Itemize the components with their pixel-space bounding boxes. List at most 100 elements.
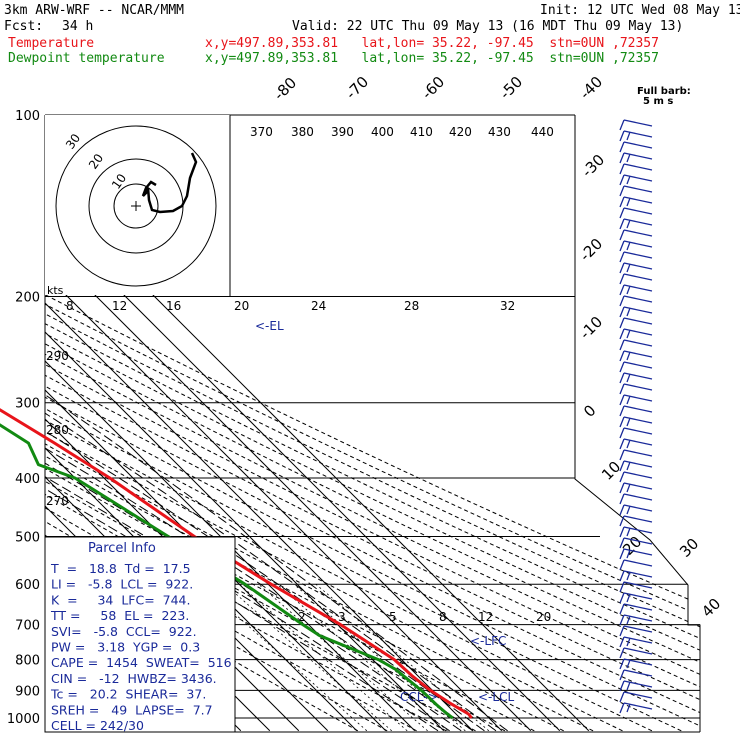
parcel-info-row: LI = -5.8 LCL = 922. — [51, 577, 193, 592]
wind-barb — [623, 526, 653, 534]
hodograph-ring — [113, 183, 159, 229]
dry-adiabat — [45, 115, 700, 732]
valid-time: Valid: 22 UTC Thu 09 May 13 (16 MDT Thu … — [292, 19, 684, 34]
wind-barb — [623, 438, 653, 446]
mixing-ratio-line — [276, 583, 448, 732]
wind-speed-label: 32 — [500, 299, 515, 313]
isotherm-label: -60 — [418, 73, 448, 103]
isotherm-label: -10 — [576, 313, 606, 343]
mixing-ratio-line — [201, 583, 368, 732]
barb-legend-unit: 5 m s — [643, 96, 673, 107]
wind-barb — [623, 471, 653, 479]
hodograph-trace — [141, 152, 198, 214]
temperature-location: x,y=497.89,353.81 lat,lon= 35.22, -97.45… — [205, 36, 659, 51]
wind-barb — [623, 570, 653, 578]
isotherm-line — [45, 115, 474, 732]
forecast-hour: 34 h — [62, 19, 94, 34]
wind-barb — [623, 603, 653, 611]
isotherm-line — [45, 115, 387, 732]
moist-adiabat — [45, 268, 508, 732]
dry-adiabat — [45, 115, 700, 732]
isotherm-label: 0 — [580, 401, 599, 420]
parcel-info-row: SREH = 49 LAPSE= 7.7 — [51, 702, 213, 717]
theta-label: 390 — [331, 125, 354, 139]
wind-barb — [623, 658, 653, 666]
ccl-marker: CCL-> — [400, 690, 438, 704]
parcel-info-row: PW = 3.18 YGP = 0.3 — [51, 640, 200, 655]
theta-label: 400 — [371, 125, 394, 139]
wind-barbs — [619, 119, 653, 714]
isotherm-label: -20 — [576, 235, 606, 265]
wind-barb — [623, 647, 653, 655]
wind-barb — [623, 251, 653, 259]
mixing-ratio-line — [258, 583, 428, 732]
theta-label: 410 — [410, 125, 433, 139]
dewpoint-legend: Dewpoint temperature — [8, 51, 165, 66]
wind-barb — [623, 119, 653, 127]
temperature-profile — [0, 408, 473, 719]
hodograph-ring — [55, 125, 217, 287]
wind-speed-label: 28 — [404, 299, 419, 313]
isotherm-label: 20 — [619, 533, 645, 559]
pressure-label: 200 — [15, 291, 40, 306]
lcl-marker: <-LCL — [478, 690, 514, 704]
isotherm-line — [45, 115, 416, 732]
theta-label: 380 — [291, 125, 314, 139]
wind-barb — [623, 295, 653, 303]
wind-barb — [623, 449, 653, 457]
dry-adiabat — [45, 115, 653, 732]
wind-barb — [623, 394, 653, 402]
wind-barb — [623, 350, 653, 358]
wind-barb — [623, 581, 653, 589]
dry-adiabat — [45, 115, 700, 732]
wind-barb — [623, 504, 653, 512]
pressure-label: 800 — [15, 654, 40, 669]
barb-legend-title: Full barb: — [637, 86, 691, 97]
wind-barb — [623, 163, 653, 171]
wind-barb — [623, 636, 653, 644]
wind-barb — [623, 427, 653, 435]
isotherm-label: 40 — [698, 595, 724, 621]
wind-barb — [623, 229, 653, 237]
dry-adiabat — [45, 115, 623, 732]
model-title: 3km ARW-WRF -- NCAR/MMM — [4, 3, 185, 18]
theta-label: 430 — [488, 125, 511, 139]
wind-speed-label: 20 — [234, 299, 249, 313]
wind-barb — [623, 405, 653, 413]
wind-barb — [623, 691, 653, 699]
isotherm-line — [45, 115, 532, 732]
wind-barb — [623, 559, 653, 567]
isotherm-label: 30 — [676, 535, 702, 561]
wind-speed-label: 8 — [66, 299, 74, 313]
wind-barb — [623, 493, 653, 501]
forecast-label: Fcst: — [4, 19, 44, 34]
hodograph-inset: 10 20 30 — [45, 115, 231, 296]
dry-adiabat — [45, 115, 506, 732]
wind-barb — [623, 185, 653, 193]
mixing-ratio-label: 8 — [439, 610, 447, 624]
wind-speed-label: 16 — [166, 299, 181, 313]
pressure-label: 300 — [15, 397, 40, 412]
wind-barb — [623, 262, 653, 270]
theta-label: 290 — [46, 349, 69, 363]
wind-barb — [623, 383, 653, 391]
parcel-info-row: T = 18.8 Td = 17.5 — [50, 561, 191, 576]
mixing-ratio-label: 3 — [338, 610, 346, 624]
mixing-ratio-label: 20 — [536, 610, 551, 624]
isotherm-label: -30 — [578, 151, 608, 181]
isotherm-line — [45, 115, 358, 732]
lfc-marker: <-LFC — [470, 634, 506, 648]
isotherm-line — [45, 115, 503, 732]
wind-barb — [623, 328, 653, 336]
wind-barb — [623, 592, 653, 600]
isotherm-label: -50 — [496, 73, 526, 103]
parcel-info-row: TT = 58 EL = 223. — [50, 608, 189, 623]
theta-label: 440 — [531, 125, 554, 139]
dry-adiabat — [45, 115, 700, 732]
wind-barb — [623, 284, 653, 292]
theta-label: 420 — [449, 125, 472, 139]
wind-barb — [623, 548, 653, 556]
pressure-label: 600 — [15, 578, 40, 593]
wind-barb — [623, 702, 653, 710]
